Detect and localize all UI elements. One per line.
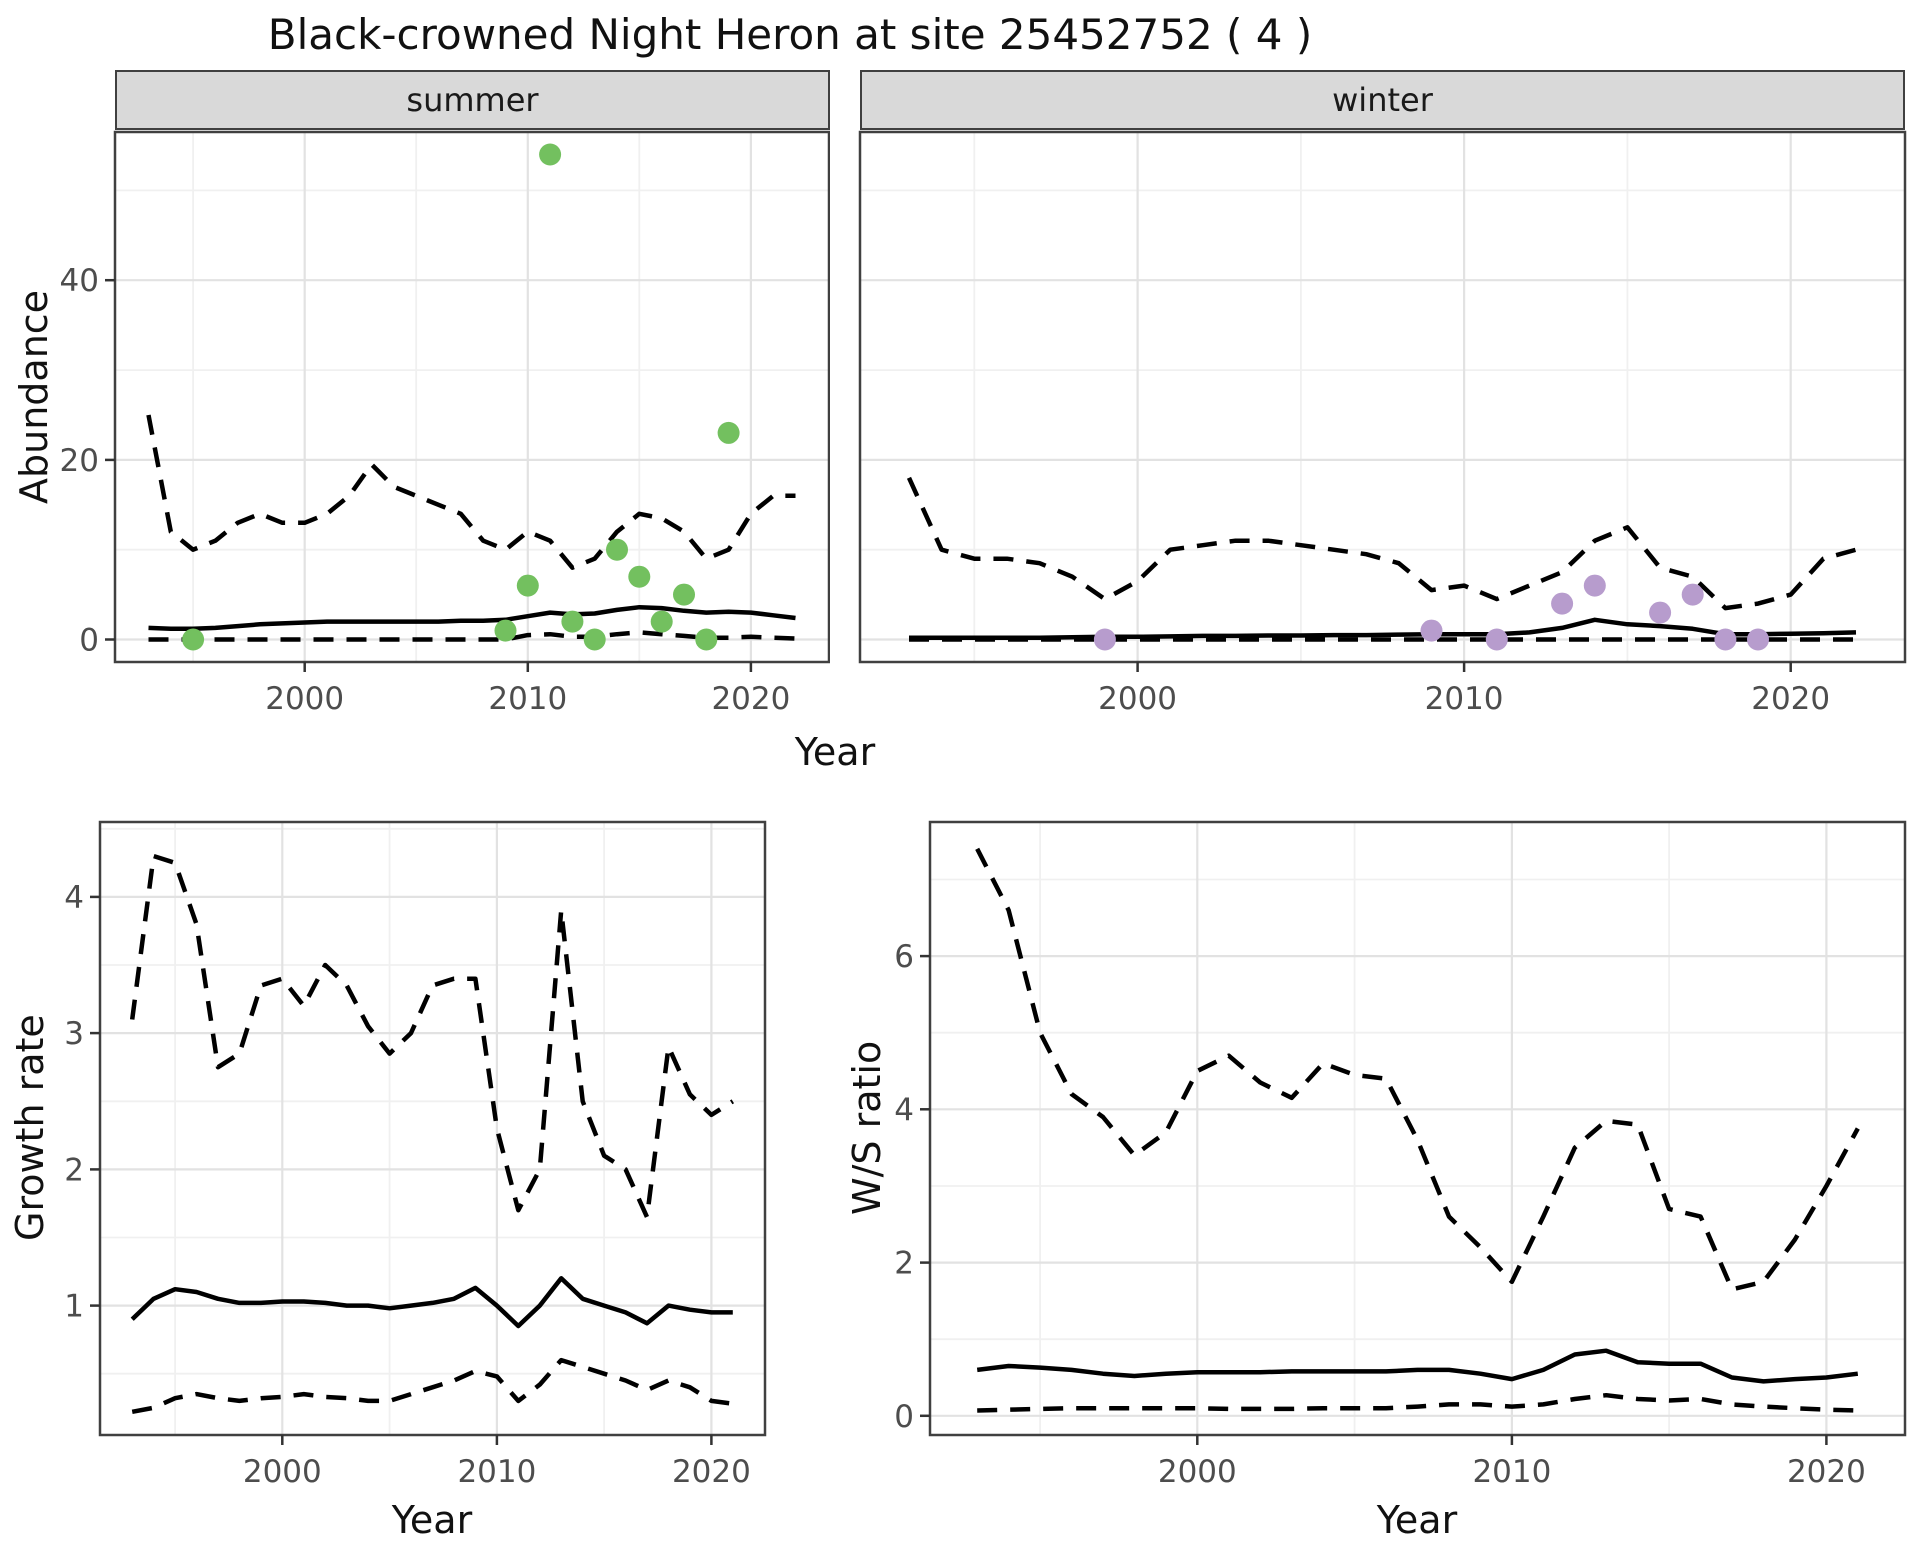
ws-ratio-chart: 2000 2010 2020 0 2 4 6: [894, 820, 1907, 1490]
svg-text:2000: 2000: [265, 681, 344, 717]
svg-text:2010: 2010: [1425, 681, 1504, 717]
svg-text:2020: 2020: [672, 1454, 751, 1490]
year-axis-label-top: Year: [794, 730, 876, 774]
page-title: Black-crowned Night Heron at site 254527…: [267, 10, 1313, 59]
year-axis-label-ws: Year: [1376, 1498, 1458, 1542]
summer-abundance-chart: 2000 2010 2020 0 20 40: [60, 130, 830, 717]
svg-text:0: 0: [79, 623, 99, 659]
growth-rate-chart: 2000 2010 2020 1 2 3 4: [64, 820, 767, 1490]
svg-text:2: 2: [894, 1246, 914, 1282]
svg-text:20: 20: [60, 443, 99, 479]
facet-strip-summer: summer: [115, 70, 830, 130]
svg-text:2: 2: [64, 1152, 84, 1188]
svg-text:2020: 2020: [711, 681, 790, 717]
svg-text:2000: 2000: [1098, 681, 1177, 717]
svg-text:0: 0: [894, 1399, 914, 1435]
svg-text:2000: 2000: [243, 1454, 322, 1490]
svg-text:1: 1: [64, 1289, 84, 1325]
svg-text:2010: 2010: [457, 1454, 536, 1490]
svg-text:3: 3: [64, 1016, 84, 1052]
svg-text:4: 4: [64, 880, 84, 916]
svg-text:2010: 2010: [1472, 1454, 1551, 1490]
svg-text:6: 6: [894, 939, 914, 975]
facet-strip-winter-label: winter: [1332, 81, 1433, 119]
svg-text:4: 4: [894, 1092, 914, 1128]
svg-text:2020: 2020: [1751, 681, 1830, 717]
svg-text:2020: 2020: [1787, 1454, 1866, 1490]
facet-strip-winter: winter: [860, 70, 1905, 130]
svg-text:2000: 2000: [1158, 1454, 1237, 1490]
facet-strip-summer-label: summer: [406, 81, 539, 119]
winter-abundance-chart: 2000 2010 2020: [858, 130, 1907, 717]
svg-text:40: 40: [60, 263, 99, 299]
year-axis-label-growth: Year: [391, 1498, 473, 1542]
svg-text:2010: 2010: [488, 681, 567, 717]
